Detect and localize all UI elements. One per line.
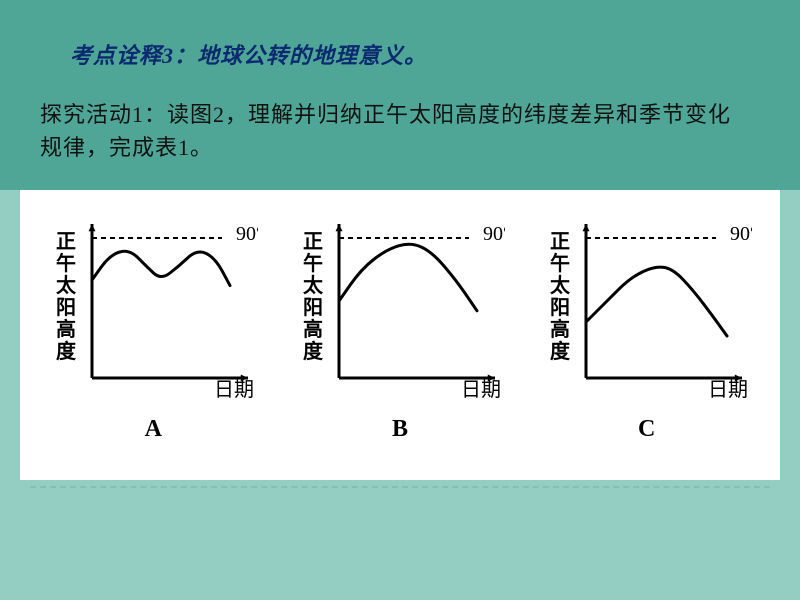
- svg-text:正: 正: [303, 231, 323, 253]
- svg-text:阳: 阳: [550, 296, 570, 319]
- svg-text:阳: 阳: [56, 296, 76, 319]
- chart-a-svg: 正午太阳高度 90° 日期: [48, 218, 258, 398]
- svg-text:太: 太: [303, 274, 324, 297]
- slide: 考点诠释3：地球公转的地理意义。 探究活动1：读图2，理解并归纳正午太阳高度的纬…: [0, 0, 800, 600]
- svg-text:日期: 日期: [214, 379, 254, 398]
- svg-text:高: 高: [56, 317, 76, 341]
- chart-b: 正午太阳高度 90° 日期 B: [295, 218, 505, 443]
- chart-label-c: C: [638, 416, 655, 443]
- chart-b-svg: 正午太阳高度 90° 日期: [295, 218, 505, 398]
- svg-text:正: 正: [550, 231, 570, 253]
- svg-text:日期: 日期: [461, 379, 501, 398]
- svg-text:阳: 阳: [303, 296, 323, 319]
- svg-text:日期: 日期: [708, 379, 748, 398]
- chart-a: 正午太阳高度 90° 日期 A: [48, 218, 258, 443]
- svg-text:度: 度: [303, 339, 324, 363]
- svg-text:午: 午: [303, 251, 323, 275]
- chart-label-b: B: [392, 416, 408, 443]
- svg-text:度: 度: [550, 339, 571, 363]
- section-title: 考点诠释3：地球公转的地理意义。: [70, 38, 750, 70]
- svg-text:太: 太: [550, 274, 571, 297]
- figure-panel: 正午太阳高度 90° 日期 A 正午太阳高度 90° 日期 B 正午太阳高度 9…: [20, 190, 780, 480]
- chart-c-svg: 正午太阳高度 90° 日期: [542, 218, 752, 398]
- svg-text:90°: 90°: [730, 223, 752, 245]
- svg-text:度: 度: [56, 339, 77, 363]
- chart-c: 正午太阳高度 90° 日期 C: [542, 218, 752, 443]
- svg-text:正: 正: [56, 231, 76, 253]
- panel-shadow: [30, 486, 770, 488]
- svg-text:午: 午: [56, 251, 76, 275]
- chart-label-a: A: [145, 416, 162, 443]
- svg-text:高: 高: [303, 317, 323, 341]
- svg-text:午: 午: [550, 251, 570, 275]
- svg-text:高: 高: [550, 317, 570, 341]
- activity-text: 探究活动1：读图2，理解并归纳正午太阳高度的纬度差异和季节变化规律，完成表1。: [40, 98, 750, 164]
- svg-text:太: 太: [56, 274, 77, 297]
- svg-text:90°: 90°: [483, 223, 505, 245]
- svg-text:90°: 90°: [236, 223, 258, 245]
